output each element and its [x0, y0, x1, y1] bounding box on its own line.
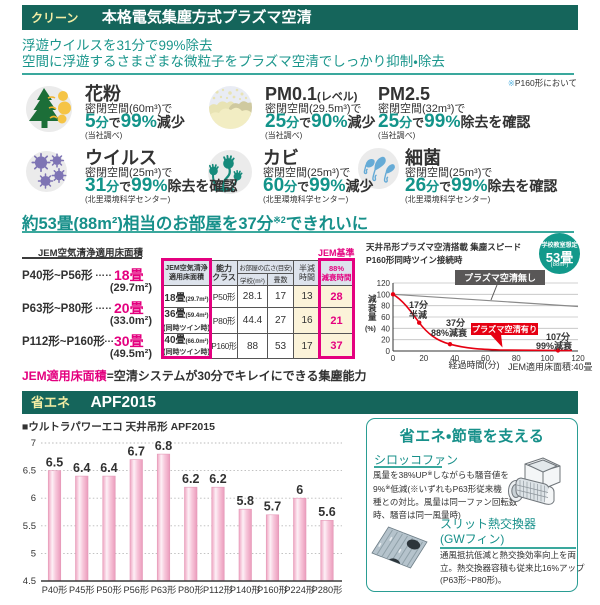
svg-text:7: 7 — [31, 438, 36, 449]
svg-text:6.2: 6.2 — [182, 472, 199, 486]
svg-text:6: 6 — [31, 493, 36, 504]
svg-text:100: 100 — [377, 290, 391, 299]
svg-text:量: 量 — [368, 312, 377, 322]
svg-text:5.5: 5.5 — [23, 521, 36, 532]
svg-text:88%減衰: 88%減衰 — [431, 327, 468, 338]
svg-text:17分: 17分 — [409, 299, 429, 310]
svg-text:20: 20 — [419, 354, 428, 363]
svg-text:6.7: 6.7 — [128, 444, 145, 458]
svg-text:5: 5 — [31, 548, 36, 559]
svg-text:プラズマ空清有り: プラズマ空清有り — [472, 324, 537, 334]
svg-text:60: 60 — [381, 313, 390, 322]
svg-text:6.4: 6.4 — [100, 461, 117, 475]
svg-text:6.4: 6.4 — [73, 461, 90, 475]
svg-text:6: 6 — [296, 483, 303, 497]
svg-text:0: 0 — [391, 354, 396, 363]
svg-text:120: 120 — [377, 279, 391, 288]
svg-text:P63形: P63形 — [151, 584, 177, 595]
svg-text:P80形: P80形 — [178, 584, 204, 595]
svg-text:80: 80 — [381, 302, 390, 311]
svg-text:P160形: P160形 — [257, 584, 288, 595]
svg-text:37分: 37分 — [446, 317, 466, 328]
svg-text:40: 40 — [381, 324, 390, 333]
svg-text:プラズマ空清無し: プラズマ空清無し — [464, 272, 536, 283]
svg-text:6.5: 6.5 — [46, 455, 63, 469]
svg-text:(%): (%) — [365, 326, 376, 333]
svg-text:P112形: P112形 — [203, 584, 233, 595]
svg-text:5.6: 5.6 — [318, 505, 335, 519]
svg-text:6.5: 6.5 — [23, 466, 36, 477]
svg-text:P45形: P45形 — [69, 584, 95, 595]
svg-text:20: 20 — [381, 336, 390, 345]
svg-text:5.8: 5.8 — [237, 494, 254, 508]
svg-text:P280形: P280形 — [312, 584, 343, 595]
svg-text:JEM適用床面積:40畳: JEM適用床面積:40畳 — [508, 361, 593, 372]
svg-text:半減: 半減 — [409, 309, 427, 320]
svg-text:6.8: 6.8 — [155, 439, 172, 453]
svg-text:6.2: 6.2 — [209, 472, 226, 486]
svg-text:経過時間(分): 経過時間(分) — [449, 359, 500, 370]
svg-text:99%減衰: 99%減衰 — [536, 340, 573, 351]
svg-text:4.5: 4.5 — [23, 576, 36, 587]
svg-text:5.7: 5.7 — [264, 500, 281, 514]
svg-text:P40形: P40形 — [42, 584, 68, 595]
svg-text:P56形: P56形 — [123, 584, 149, 595]
svg-text:P140形: P140形 — [230, 584, 261, 595]
svg-text:P224形: P224形 — [284, 584, 315, 595]
svg-text:P50形: P50形 — [96, 584, 122, 595]
